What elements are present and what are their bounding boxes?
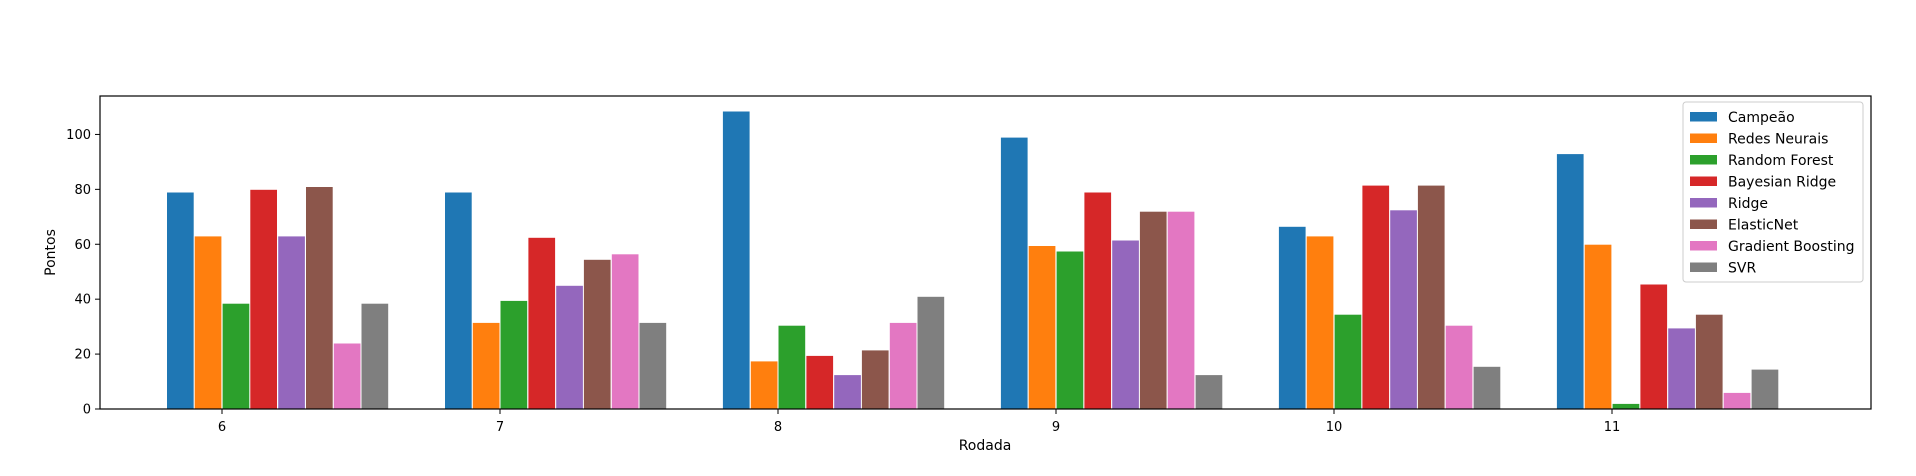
y-tick-label: 100	[66, 128, 91, 143]
bar	[277, 235, 306, 410]
y-axis-ticks: 0 20 40 60 80 100	[66, 128, 100, 418]
bar	[1055, 250, 1085, 410]
bar	[193, 235, 223, 410]
legend-swatch	[1690, 112, 1717, 122]
legend-swatch	[1690, 219, 1717, 229]
bar	[1278, 225, 1307, 410]
bar	[611, 253, 640, 410]
bar	[1139, 210, 1168, 410]
bar	[638, 322, 667, 410]
plot-frame	[99, 95, 1872, 410]
bar	[1444, 324, 1474, 410]
bar	[833, 374, 862, 410]
legend-swatch	[1690, 133, 1717, 143]
legend-box	[1682, 101, 1864, 283]
legend-swatch	[1690, 176, 1717, 186]
bar	[1750, 368, 1780, 410]
bar	[722, 110, 751, 410]
bar	[1389, 209, 1418, 410]
x-tick-label: 9	[1052, 420, 1060, 435]
x-tick-label: 11	[1604, 420, 1621, 435]
y-axis-label: Pontos	[43, 229, 59, 276]
legend-swatch	[1690, 241, 1717, 251]
legend-label: Bayesian Ridge	[1728, 175, 1836, 191]
bar	[1000, 136, 1029, 410]
x-tick-label: 7	[496, 420, 504, 435]
bar	[1695, 313, 1724, 410]
y-tick-label: 20	[74, 348, 91, 363]
bar	[555, 284, 584, 410]
bar	[360, 302, 390, 410]
bar	[1027, 245, 1057, 410]
bar	[1417, 184, 1446, 410]
bar	[221, 302, 251, 410]
bar	[1305, 235, 1335, 410]
legend: Campeão Redes Neurais Random Forest Bayesia…	[1682, 101, 1864, 283]
x-axis-ticks: 6 7 8 9 10 11	[218, 409, 1620, 435]
bar	[1639, 283, 1668, 410]
legend-swatch	[1690, 155, 1717, 165]
x-tick-label: 10	[1326, 420, 1343, 435]
bar	[889, 322, 918, 410]
legend-label: Gradient Boosting	[1728, 239, 1855, 255]
legend-label: SVR	[1728, 261, 1756, 277]
bar	[332, 342, 362, 410]
x-tick-label: 6	[218, 420, 226, 435]
legend-label: ElasticNet	[1728, 218, 1799, 234]
bar	[1166, 210, 1196, 410]
bar	[861, 349, 890, 410]
bar	[166, 191, 195, 410]
y-tick-label: 80	[74, 183, 91, 198]
bar	[1194, 374, 1224, 410]
bar	[1333, 313, 1363, 410]
bar	[1472, 365, 1502, 410]
legend-label: Ridge	[1728, 196, 1768, 212]
bar	[1556, 153, 1585, 410]
bar	[305, 186, 334, 410]
x-tick-label: 8	[774, 420, 782, 435]
bar	[1667, 327, 1696, 410]
bar	[499, 300, 529, 410]
bar	[916, 295, 945, 410]
y-tick-label: 40	[74, 293, 91, 308]
bar	[444, 191, 473, 410]
bar	[583, 258, 612, 410]
bar	[527, 236, 556, 410]
bar	[750, 360, 779, 410]
bar	[777, 324, 806, 410]
legend-swatch	[1690, 262, 1717, 272]
y-tick-label: 0	[83, 403, 91, 418]
y-tick-label: 60	[74, 238, 91, 253]
bars-layer	[166, 110, 1780, 410]
bar	[471, 322, 501, 410]
bar	[805, 355, 834, 410]
bar	[1361, 184, 1390, 410]
bar	[1111, 239, 1140, 410]
bar	[1722, 392, 1752, 410]
bar	[1083, 191, 1112, 410]
bar	[1583, 243, 1613, 410]
bar	[249, 188, 278, 410]
legend-label: Redes Neurais	[1728, 132, 1828, 148]
legend-swatch	[1690, 198, 1717, 208]
legend-label: Campeão	[1728, 110, 1795, 126]
legend-label: Random Forest	[1728, 153, 1834, 169]
x-axis-label: Rodada	[959, 438, 1012, 454]
bar	[1611, 403, 1641, 410]
